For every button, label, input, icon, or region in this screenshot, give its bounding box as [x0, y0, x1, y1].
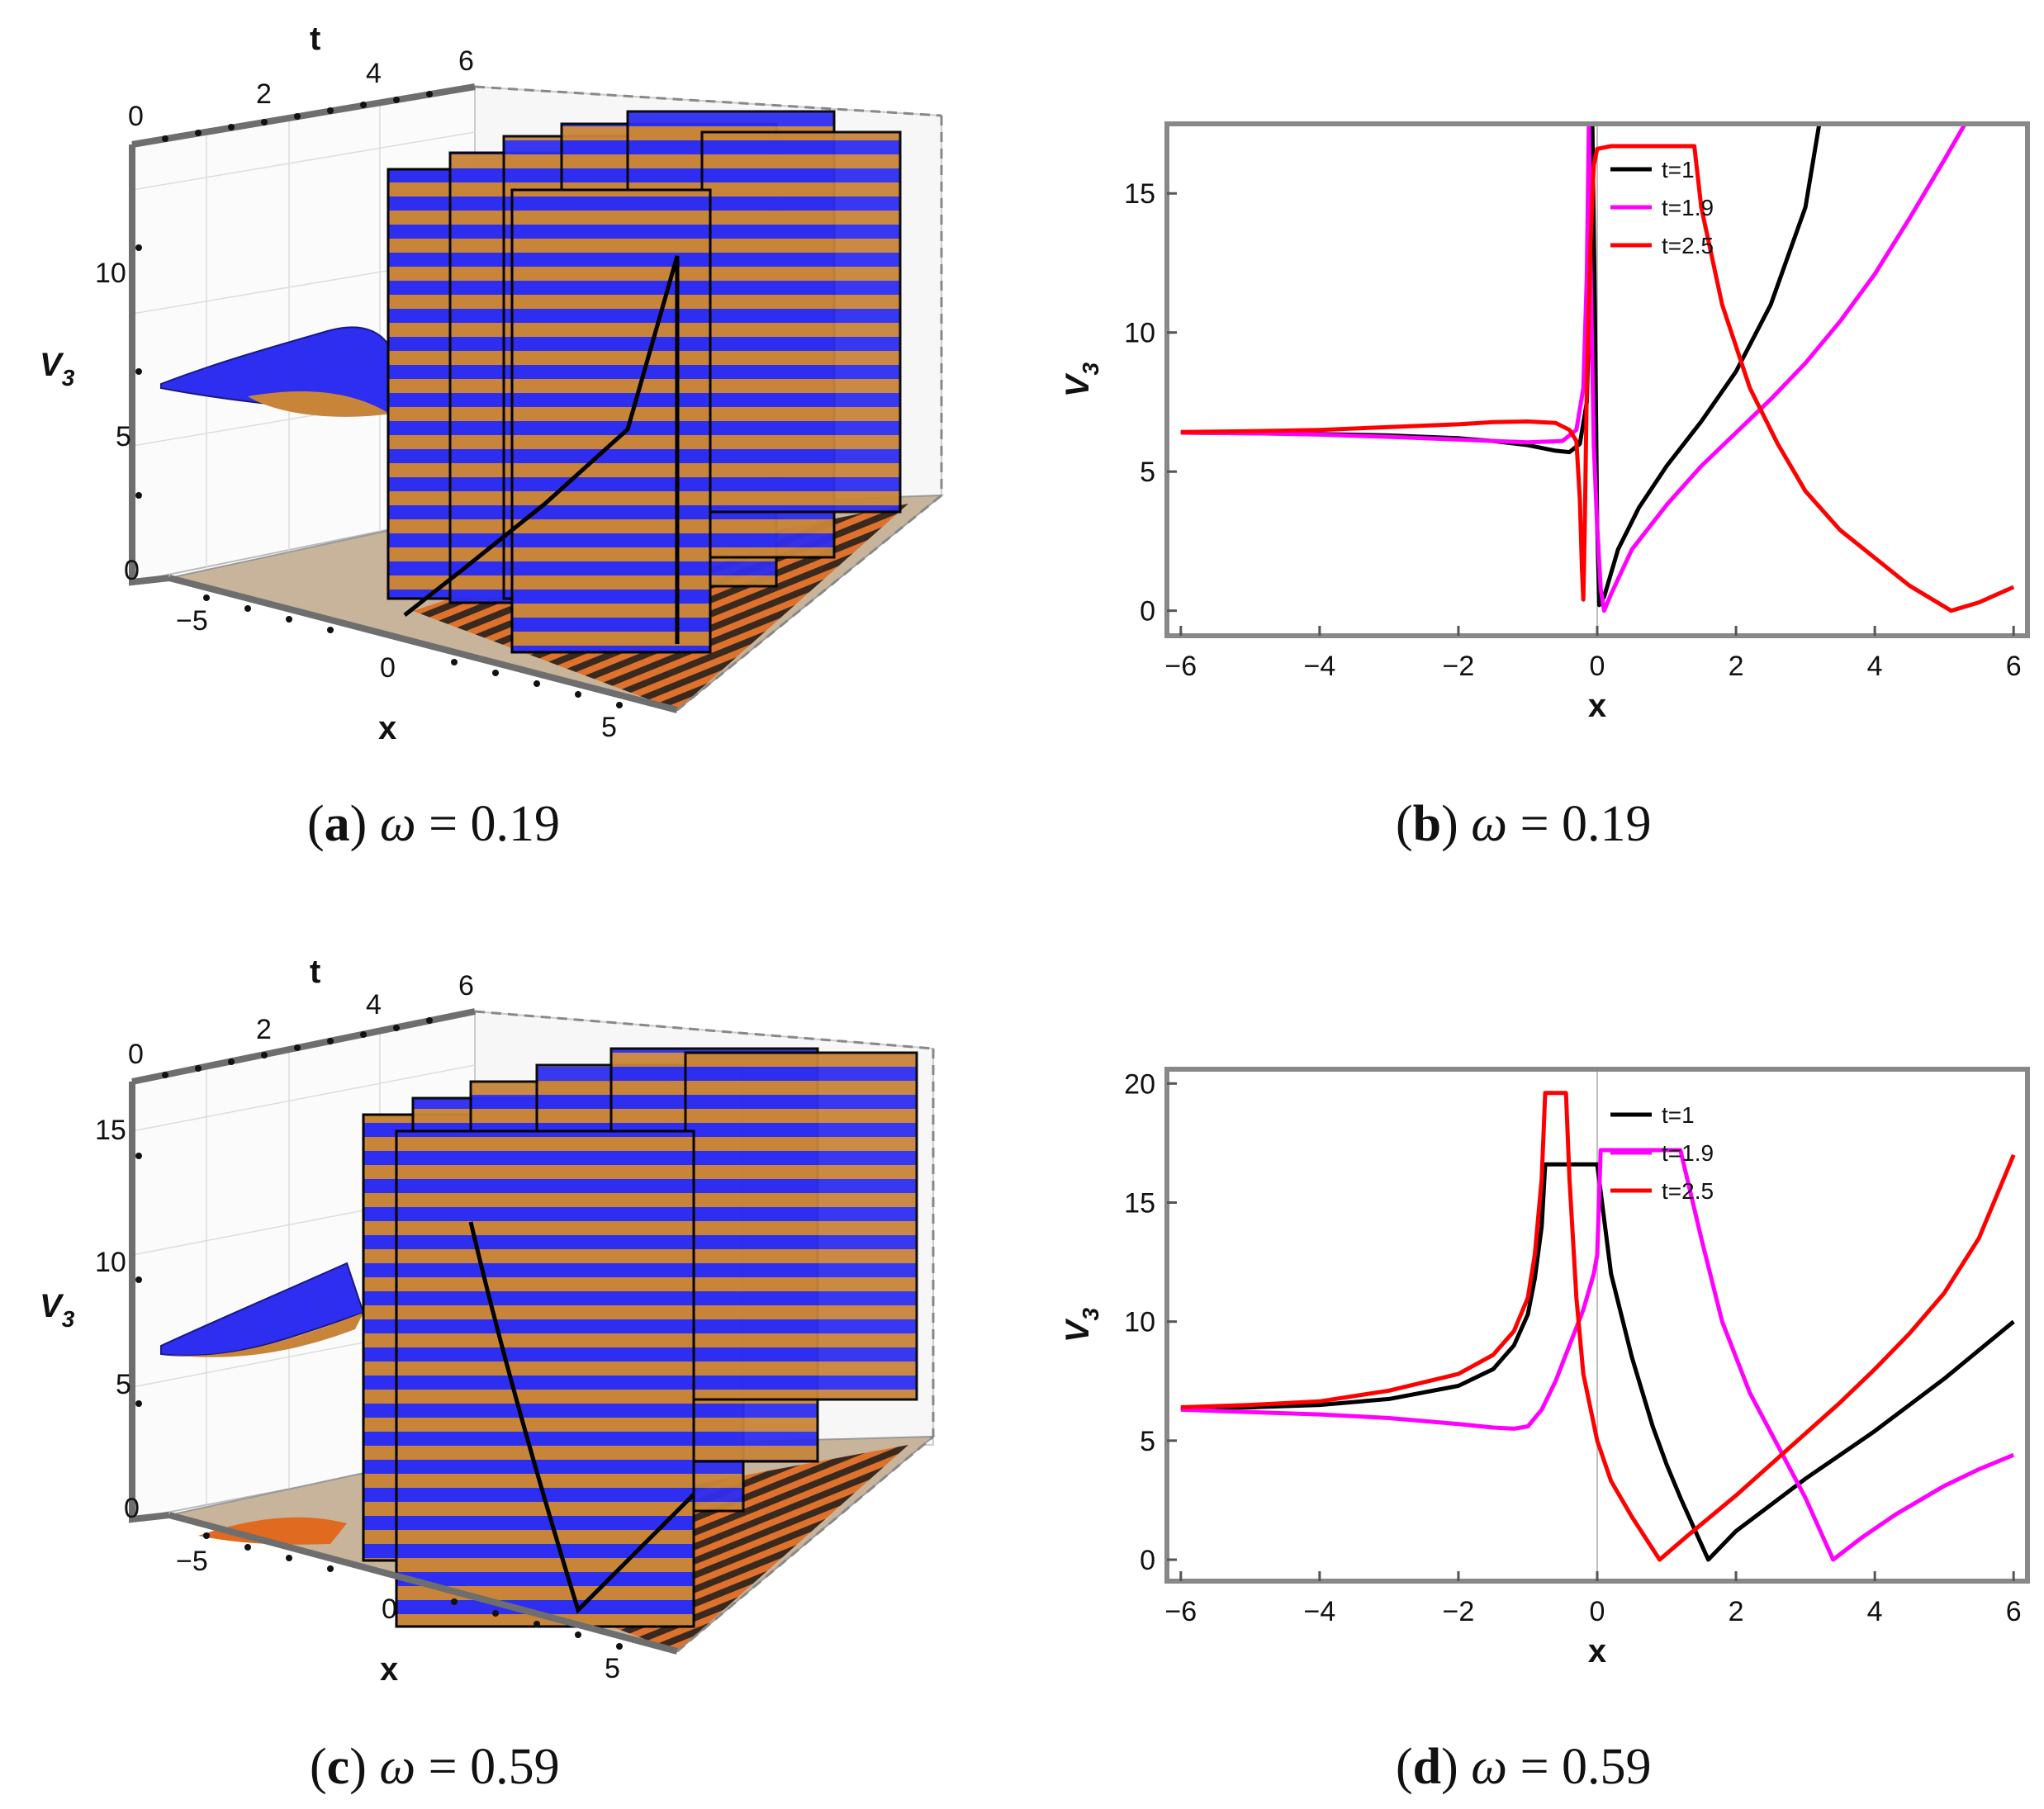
panel-b-series-1	[1180, 124, 1822, 608]
panel-c-x-tick: 0	[382, 1594, 397, 1625]
panel-b-ylabel: V3	[1060, 362, 1103, 397]
panel-b-ytick-label: 5	[1140, 457, 1155, 488]
panel-c-z-tick: 5	[116, 1369, 131, 1400]
panel-a-t-label: t	[310, 21, 320, 57]
caption-c: (c) ω = 0.59	[310, 1739, 560, 1795]
panel-a-z-label: V3	[40, 347, 75, 391]
panel-d-xtick-label: −2	[1443, 1596, 1475, 1627]
panel-a-z-tick: 0	[124, 555, 140, 586]
panel-d-xtick-label: 6	[2006, 1596, 2022, 1627]
panel-a-t-tick: 6	[458, 45, 474, 77]
panel-d-legend-label: t=1	[1662, 1102, 1695, 1128]
panel-b-ytick-label: 10	[1124, 318, 1155, 349]
panel-d-xtick-label: −6	[1164, 1596, 1197, 1627]
panel-c-x-tick: −5	[176, 1546, 208, 1577]
panel-d-line-chart: −6 −4 −2 0 2 4 6 0 5 10 15 20 x V3 t=1 t=1.9 t=2.5	[1060, 1067, 2030, 1669]
panel-a-z-tick: 10	[95, 258, 126, 289]
panel-c-z-tick: 0	[124, 1493, 140, 1524]
panel-a-surface3d: t 0 2 4 6 0 5 10 V3 −5 0 5 x	[40, 21, 944, 746]
caption-d: (d) ω = 0.59	[1396, 1739, 1652, 1795]
panel-b-legend-label: t=2.5	[1662, 233, 1714, 258]
panel-d-xlabel: x	[1588, 1633, 1606, 1669]
panel-d-xtick-label: 0	[1590, 1596, 1605, 1627]
panel-a-t-tick: 0	[128, 101, 144, 132]
caption-a: (a) ω = 0.19	[307, 796, 560, 852]
panel-b-ytick-label: 0	[1140, 596, 1155, 627]
panel-a-x-tick: −5	[176, 605, 208, 637]
panel-a-t-tick: 2	[256, 78, 272, 110]
panel-d-ytick-label: 0	[1140, 1545, 1155, 1576]
panel-b-line-chart: −6 −4 −2 0 2 4 6 0 5 10 15 x V3 t=1 t=1.9 t=2.5	[1060, 121, 2030, 724]
panel-b-xtick-label: 6	[2006, 651, 2022, 682]
panel-b-xtick-label: 0	[1590, 651, 1605, 682]
panel-b-xtick-label: −4	[1303, 651, 1335, 682]
panel-b-xtick-label: 2	[1729, 651, 1744, 682]
panel-d-xtick-label: 2	[1729, 1596, 1744, 1627]
panel-a-x-tick: 0	[380, 652, 396, 684]
panel-b-series-2	[1180, 124, 1967, 613]
panel-c-t-tick: 6	[458, 970, 474, 1002]
panel-c-t-tick: 0	[128, 1039, 144, 1070]
panel-c-t-label: t	[310, 954, 320, 990]
panel-a-x-tick: 5	[601, 712, 617, 743]
panel-c-t-tick: 2	[256, 1014, 272, 1045]
panel-b-legend-label: t=1.9	[1662, 195, 1714, 220]
panel-d-ytick-label: 20	[1124, 1068, 1155, 1100]
panel-d-legend-label: t=2.5	[1662, 1178, 1714, 1204]
panel-c-surface3d: t 0 2 4 6 0 5 10 15 V3 −5 0 5 x	[40, 954, 936, 1688]
panel-a-t-tick: 4	[366, 58, 382, 89]
panel-d-xtick-label: 4	[1867, 1596, 1883, 1627]
panel-b-series-3	[1180, 144, 2015, 613]
panel-d-legend-label: t=1.9	[1662, 1140, 1714, 1166]
panel-d-series-1	[1180, 1162, 2015, 1562]
panel-b-xtick-label: −6	[1164, 651, 1197, 682]
panel-b-ytick-label: 15	[1124, 178, 1155, 210]
panel-a-z-tick: 5	[116, 421, 131, 452]
panel-d-ylabel: V3	[1060, 1307, 1103, 1343]
panel-d-ytick-label: 5	[1140, 1426, 1155, 1457]
panel-d-ytick-label: 10	[1124, 1307, 1155, 1338]
panel-b-xtick-label: −2	[1443, 651, 1475, 682]
panel-b-xlabel: x	[1588, 688, 1606, 724]
panel-d-series-3	[1180, 1091, 2016, 1562]
panel-d-series-2	[1180, 1148, 2015, 1562]
panel-c-z-label: V3	[40, 1288, 75, 1332]
panel-d-ytick-label: 15	[1124, 1187, 1155, 1219]
panel-c-z-tick: 10	[95, 1247, 126, 1278]
panel-c-z-tick: 15	[95, 1115, 126, 1146]
panel-c-t-tick: 4	[366, 989, 382, 1021]
caption-b: (b) ω = 0.19	[1396, 796, 1652, 852]
panel-a-x-label: x	[378, 710, 396, 746]
panel-c-x-label: x	[380, 1651, 398, 1688]
panel-d-xtick-label: −4	[1303, 1596, 1335, 1627]
panel-b-xtick-label: 4	[1867, 651, 1883, 682]
panel-c-x-tick: 5	[605, 1653, 620, 1684]
panel-b-legend-label: t=1	[1662, 157, 1695, 182]
